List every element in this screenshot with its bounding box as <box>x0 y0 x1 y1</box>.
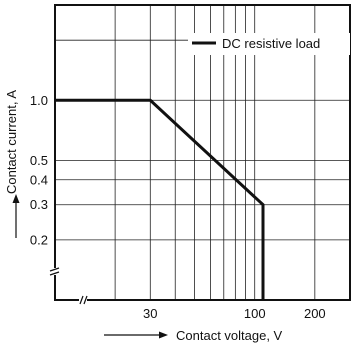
y-axis-title-group: Contact current, A <box>4 90 20 238</box>
x-axis-arrow-head <box>159 331 168 339</box>
series-line <box>55 98 265 300</box>
y-tick-label: 0.3 <box>30 197 48 212</box>
x-axis-title-group: Contact voltage, V <box>104 328 283 343</box>
y-tick-labels: 1.0 0.5 0.4 0.3 0.2 <box>30 93 48 248</box>
legend-label: DC resistive load <box>222 36 320 51</box>
legend-box <box>188 33 350 55</box>
y-tick-label: 0.4 <box>30 172 48 187</box>
y-tick-label: 0.2 <box>30 232 48 247</box>
y-axis-title: Contact current, A <box>4 90 19 194</box>
y-tick-label: 1.0 <box>30 93 48 108</box>
x-axis-title: Contact voltage, V <box>176 328 283 343</box>
y-axis-break <box>49 267 61 276</box>
series-layer <box>55 98 265 300</box>
legend: DC resistive load <box>188 33 350 55</box>
x-tick-label: 100 <box>244 306 266 321</box>
x-tick-label: 30 <box>143 306 157 321</box>
x-axis-break <box>79 295 88 306</box>
plot-frame <box>54 4 351 301</box>
x-tick-label: 200 <box>304 306 326 321</box>
y-tick-label: 0.5 <box>30 153 48 168</box>
x-tick-labels: 30 100 200 <box>143 306 326 321</box>
y-axis-arrow-head <box>12 194 20 203</box>
